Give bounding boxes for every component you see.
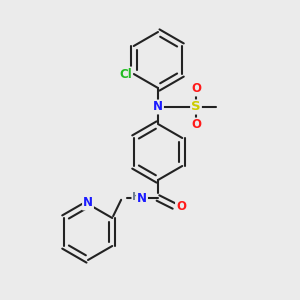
Text: O: O	[191, 118, 201, 131]
Text: N: N	[137, 193, 147, 206]
Text: S: S	[191, 100, 201, 113]
Text: Cl: Cl	[119, 68, 132, 80]
Text: O: O	[191, 82, 201, 95]
Text: N: N	[83, 196, 93, 209]
Text: O: O	[176, 200, 186, 212]
Text: N: N	[153, 100, 163, 113]
Text: H: H	[132, 192, 142, 202]
